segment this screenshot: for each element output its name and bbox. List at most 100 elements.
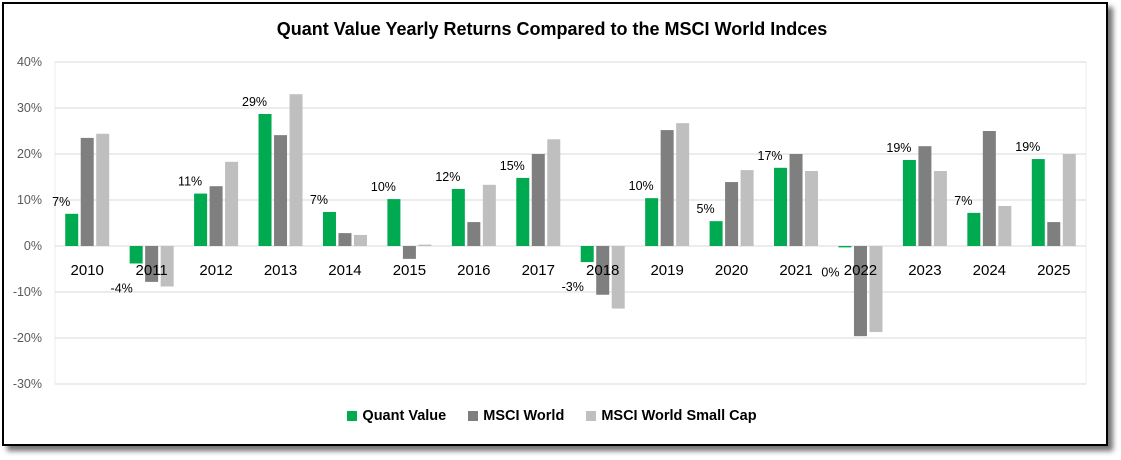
bar-msci-world-small-cap-2010	[96, 133, 110, 246]
x-tick-label: 2014	[328, 262, 361, 279]
bar-msci-world-2018	[596, 246, 610, 295]
data-label: 19%	[886, 141, 911, 155]
legend: Quant Value MSCI World MSCI World Small …	[0, 408, 1104, 424]
bar-msci-world-small-cap-2020	[740, 170, 754, 246]
bar-quant-value-2013	[258, 113, 272, 246]
data-label: 29%	[242, 95, 267, 109]
bar-msci-world-2023	[918, 146, 932, 246]
x-tick-label: 2018	[586, 262, 619, 279]
legend-item-quant-value[interactable]: Quant Value	[347, 408, 446, 424]
x-tick-label: 2021	[779, 262, 812, 279]
bar-msci-world-small-cap-2019	[676, 123, 690, 246]
bar-msci-world-small-cap-2018	[611, 246, 625, 309]
bar-msci-world-small-cap-2023	[933, 171, 947, 246]
chart-title: Quant Value Yearly Returns Compared to t…	[276, 19, 828, 39]
y-tick-label: -10%	[13, 285, 42, 299]
data-label: 12%	[435, 170, 460, 184]
bar-msci-world-2024	[982, 131, 996, 246]
bar-msci-world-small-cap-2014	[353, 234, 367, 246]
bar-msci-world-2014	[338, 233, 352, 246]
bar-quant-value-2011	[129, 246, 143, 264]
bar-msci-world-small-cap-2025	[1062, 154, 1076, 246]
data-label: 11%	[178, 175, 202, 189]
bar-msci-world-2019	[660, 130, 674, 246]
x-tick-label: 2024	[973, 262, 1006, 279]
bar-msci-world-2025	[1047, 222, 1061, 246]
bar-quant-value-2010	[65, 213, 79, 246]
x-tick-label: 2023	[908, 262, 941, 279]
y-tick-label: 10%	[17, 193, 42, 207]
legend-label: Quant Value	[362, 408, 447, 424]
data-label: 10%	[371, 180, 396, 194]
bar-msci-world-2015	[402, 246, 416, 259]
x-tick-label: 2019	[650, 262, 683, 279]
bar-msci-world-small-cap-2022	[869, 246, 883, 333]
x-tick-label: 2017	[522, 262, 555, 279]
bar-quant-value-2024	[967, 212, 981, 246]
bar-msci-world-small-cap-2012	[225, 161, 239, 246]
data-label: 7%	[954, 194, 972, 208]
bar-msci-world-small-cap-2024	[998, 205, 1012, 246]
bar-msci-world-2013	[274, 135, 288, 246]
bar-quant-value-2015	[387, 199, 401, 246]
bar-quant-value-2016	[451, 188, 465, 246]
legend-swatch-msci-world-small-cap	[586, 411, 597, 421]
data-label: -3%	[562, 280, 584, 294]
y-tick-label: -30%	[13, 377, 42, 391]
bar-msci-world-small-cap-2011	[160, 246, 174, 287]
data-label: 7%	[52, 195, 70, 209]
legend-label: MSCI World Small Cap	[601, 408, 757, 424]
x-tick-label: 2013	[264, 262, 297, 279]
bar-quant-value-2023	[902, 159, 916, 246]
bar-msci-world-2020	[725, 182, 739, 246]
y-tick-label: 0%	[24, 239, 42, 253]
bar-msci-world-2010	[80, 137, 94, 246]
x-tick-label: 2025	[1037, 262, 1070, 279]
bar-quant-value-2019	[645, 198, 659, 246]
bar-msci-world-2016	[467, 222, 481, 246]
bar-msci-world-2021	[789, 154, 803, 246]
data-label: 7%	[310, 193, 328, 207]
data-label: -4%	[111, 281, 133, 295]
y-tick-label: 40%	[17, 55, 42, 69]
bar-quant-value-2025	[1031, 159, 1045, 246]
data-label: 15%	[500, 159, 525, 173]
data-label: 10%	[629, 179, 654, 193]
bar-quant-value-2020	[709, 221, 723, 246]
bar-quant-value-2017	[516, 177, 530, 246]
x-tick-label: 2010	[71, 262, 104, 279]
y-tick-label: 20%	[17, 147, 42, 161]
data-label: 5%	[697, 202, 715, 216]
legend-swatch-msci-world	[468, 411, 479, 421]
x-axis-ticks: 2010 2011 2012 2013 2014 2015 2016 2017 2018 2019…	[71, 262, 1071, 279]
bar-quant-value-2014	[322, 211, 336, 246]
bar-msci-world-2022	[853, 246, 867, 337]
bar-msci-world-small-cap-2017	[547, 139, 561, 246]
bar-msci-world-2011	[145, 246, 159, 282]
bar-quant-value-2018	[580, 246, 594, 263]
data-label: 19%	[1015, 140, 1040, 154]
bar-msci-world-small-cap-2013	[289, 94, 303, 246]
bar-quant-value-2012	[194, 193, 208, 246]
y-tick-label: 30%	[17, 101, 42, 115]
x-tick-label: 2022	[844, 262, 877, 279]
legend-label: MSCI World	[483, 408, 565, 424]
bar-msci-world-small-cap-2015	[418, 244, 432, 246]
x-tick-label: 2015	[393, 262, 426, 279]
x-tick-label: 2011	[136, 262, 168, 279]
bar-msci-world-small-cap-2021	[805, 171, 819, 246]
data-label: 17%	[758, 149, 783, 163]
data-label: 0%	[821, 265, 839, 279]
legend-item-msci-world-small-cap[interactable]: MSCI World Small Cap	[586, 408, 757, 424]
x-tick-label: 2012	[199, 262, 232, 279]
bars	[65, 94, 1076, 337]
legend-item-msci-world[interactable]: MSCI World	[468, 408, 564, 424]
bar-msci-world-small-cap-2016	[482, 184, 496, 246]
x-tick-label: 2016	[457, 262, 490, 279]
x-tick-label: 2020	[715, 262, 748, 279]
bar-msci-world-2012	[209, 186, 223, 246]
y-tick-label: -20%	[13, 331, 42, 345]
data-labels: 7% -4% 11% 29% 7% 10% 12% 15% -3% 10% 5% 17% 0% 19% 7%…	[52, 95, 1040, 296]
bar-msci-world-2017	[531, 154, 545, 246]
